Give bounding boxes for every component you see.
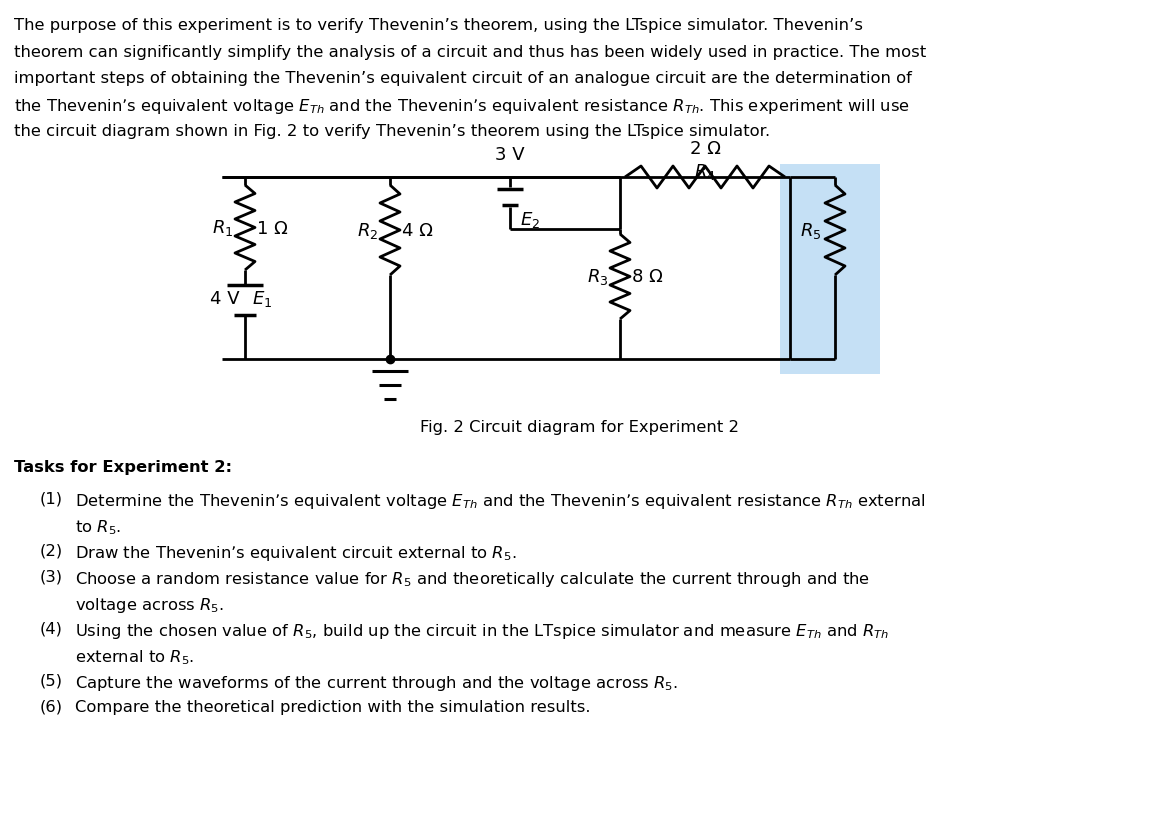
Text: 4 V: 4 V	[210, 290, 240, 308]
Text: $R_3$: $R_3$	[586, 267, 608, 287]
Text: theorem can significantly simplify the analysis of a circuit and thus has been w: theorem can significantly simplify the a…	[14, 44, 926, 60]
Text: voltage across $R_5$.: voltage across $R_5$.	[75, 595, 224, 614]
Text: $E_2$: $E_2$	[520, 210, 540, 229]
Text: to $R_5$.: to $R_5$.	[75, 518, 121, 536]
Text: Draw the Thevenin’s equivalent circuit external to $R_5$.: Draw the Thevenin’s equivalent circuit e…	[75, 543, 517, 563]
Text: external to $R_5$.: external to $R_5$.	[75, 647, 194, 666]
Text: $E_1$: $E_1$	[252, 288, 272, 309]
Text: the Thevenin’s equivalent voltage $E_{Th}$ and the Thevenin’s equivalent resista: the Thevenin’s equivalent voltage $E_{Th…	[14, 97, 910, 116]
Text: Choose a random resistance value for $R_5$ and theoretically calculate the curre: Choose a random resistance value for $R_…	[75, 569, 870, 588]
Text: Fig. 2 Circuit diagram for Experiment 2: Fig. 2 Circuit diagram for Experiment 2	[420, 419, 740, 434]
Text: 2 Ω: 2 Ω	[690, 140, 721, 158]
Text: $R_2$: $R_2$	[356, 221, 378, 241]
Text: (6): (6)	[39, 699, 63, 714]
Text: The purpose of this experiment is to verify Thevenin’s theorem, using the LTspic: The purpose of this experiment is to ver…	[14, 18, 863, 33]
Text: (2): (2)	[39, 543, 63, 559]
Text: 8 Ω: 8 Ω	[632, 268, 663, 286]
Text: the circuit diagram shown in Fig. 2 to verify Thevenin’s theorem using the LTspi: the circuit diagram shown in Fig. 2 to v…	[14, 124, 770, 139]
Text: (5): (5)	[39, 673, 63, 688]
Text: $R_1$: $R_1$	[211, 218, 233, 238]
Bar	[780, 165, 880, 374]
Text: (3): (3)	[39, 569, 63, 584]
Text: Compare the theoretical prediction with the simulation results.: Compare the theoretical prediction with …	[75, 699, 591, 714]
Text: Determine the Thevenin’s equivalent voltage $E_{Th}$ and the Thevenin’s equivale: Determine the Thevenin’s equivalent volt…	[75, 491, 925, 510]
Text: Using the chosen value of $R_5$, build up the circuit in the LTspice simulator a: Using the chosen value of $R_5$, build u…	[75, 622, 889, 640]
Text: Capture the waveforms of the current through and the voltage across $R_5$.: Capture the waveforms of the current thr…	[75, 673, 678, 692]
Text: $R_4$: $R_4$	[694, 162, 716, 182]
Text: (4): (4)	[39, 622, 63, 636]
Text: $R_5$: $R_5$	[800, 221, 821, 241]
Text: 3 V: 3 V	[496, 146, 525, 164]
Text: (1): (1)	[39, 491, 63, 506]
Text: 4 Ω: 4 Ω	[402, 222, 433, 240]
Text: 1 Ω: 1 Ω	[257, 219, 288, 238]
Text: important steps of obtaining the Thevenin’s equivalent circuit of an analogue ci: important steps of obtaining the Theveni…	[14, 71, 911, 86]
Text: Tasks for Experiment 2:: Tasks for Experiment 2:	[14, 459, 232, 474]
